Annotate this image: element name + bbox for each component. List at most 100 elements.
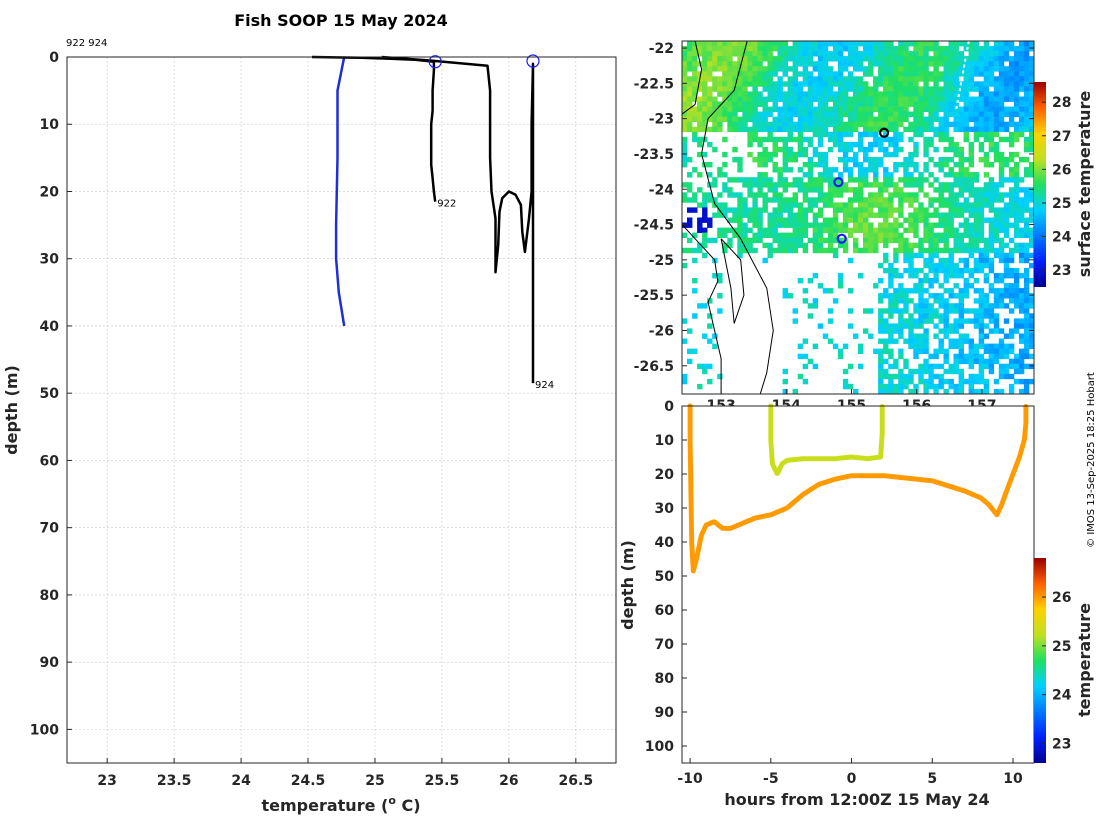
- sst-cell: [928, 111, 934, 117]
- sst-cell: [858, 182, 864, 188]
- sst-cell: [948, 172, 954, 178]
- sst-cell: [858, 273, 864, 279]
- sst-cell: [888, 313, 894, 319]
- sst-cell: [782, 101, 788, 107]
- sst-cell: [812, 41, 819, 47]
- sst-cell: [702, 232, 708, 238]
- sst-cell: [822, 177, 829, 183]
- sst-cell: [837, 192, 844, 198]
- sst-cell: [893, 61, 899, 67]
- sst-cell: [1029, 86, 1034, 92]
- sst-cell: [1018, 81, 1025, 87]
- sst-cell: [1008, 308, 1015, 314]
- sst-cell: [752, 41, 758, 47]
- sst-cell: [1018, 298, 1025, 304]
- sst-cell: [1008, 363, 1015, 370]
- sst-cell: [993, 247, 1000, 254]
- sst-cell: [1008, 66, 1015, 72]
- sst-cell: [923, 328, 929, 334]
- sst-cell: [1008, 267, 1015, 274]
- sst-cell: [968, 207, 974, 213]
- sst-cell: [737, 96, 743, 102]
- sst-cell: [898, 318, 904, 324]
- sst-cell: [898, 207, 904, 213]
- sst-cell: [873, 192, 879, 198]
- sst-cell: [847, 323, 854, 329]
- sst-cell: [832, 81, 839, 87]
- sst-cell: [973, 373, 980, 380]
- sst-cell: [797, 237, 804, 244]
- sst-cell: [817, 172, 824, 178]
- sst-cell: [963, 131, 969, 138]
- sst-cell: [717, 212, 723, 218]
- sst-cell: [943, 318, 949, 324]
- sst-cell: [717, 51, 723, 57]
- sst-cell: [923, 41, 929, 47]
- sst-cell: [717, 61, 723, 67]
- sst-cell: [983, 192, 990, 198]
- sst-cell: [837, 202, 844, 208]
- sst-cell: [908, 368, 914, 375]
- sst-cell: [817, 212, 824, 218]
- sst-cell: [832, 232, 839, 238]
- sst-cell: [1023, 51, 1030, 57]
- sst-cell: [732, 157, 738, 163]
- sst-cell: [993, 146, 1000, 153]
- sst-cell: [948, 323, 954, 329]
- sst-cell: [948, 338, 954, 344]
- sst-cell: [973, 111, 980, 117]
- sst-cell: [868, 41, 874, 47]
- sst-cell: [832, 192, 839, 198]
- sst-cell: [797, 121, 804, 128]
- sst-cell: [903, 373, 909, 380]
- sst-cell: [938, 378, 944, 385]
- sst-cell: [888, 333, 894, 339]
- sst-cell: [883, 212, 889, 218]
- sst-cell: [928, 202, 934, 208]
- sst-cell: [978, 157, 985, 163]
- sst-cell: [752, 106, 758, 112]
- sst-cell: [923, 358, 929, 365]
- sst-cell: [817, 111, 824, 117]
- sst-cell: [963, 177, 969, 183]
- sst-cell: [963, 182, 969, 188]
- sst-cell: [762, 257, 768, 264]
- sst-cell: [1029, 237, 1034, 244]
- sst-cell: [697, 363, 703, 370]
- sst-cell: [822, 61, 829, 67]
- sst-cell: [847, 217, 854, 223]
- sst-cell: [692, 96, 698, 102]
- sst-cell: [767, 96, 773, 102]
- sst-cell: [727, 242, 733, 249]
- sst-cell: [933, 363, 939, 370]
- sst-cell: [1008, 61, 1015, 67]
- sst-cell: [742, 177, 748, 183]
- sst-cell: [903, 41, 909, 47]
- sst-cell: [993, 303, 1000, 309]
- sst-cell: [1003, 333, 1010, 339]
- sst-cell: [1023, 217, 1030, 223]
- sst-cell: [993, 187, 1000, 193]
- sst-cell: [707, 222, 713, 228]
- sst-cell: [863, 56, 869, 62]
- sst-cell: [1013, 182, 1020, 188]
- sst-cell: [898, 76, 904, 82]
- sst-cell: [988, 121, 995, 128]
- sst-cell: [812, 151, 819, 158]
- sst-cell: [767, 81, 773, 87]
- sst-cell: [842, 242, 849, 249]
- sst-cell: [868, 116, 874, 122]
- sst-cell: [777, 222, 783, 228]
- sst-cell: [873, 177, 879, 183]
- sst-cell: [883, 207, 889, 213]
- sst-cell: [1003, 288, 1010, 294]
- sst-cell: [918, 96, 924, 102]
- sst-cell: [928, 383, 934, 390]
- sst-cell: [938, 71, 944, 77]
- sst-cell: [958, 111, 964, 117]
- sst-cell: [767, 56, 773, 62]
- sst-cell: [802, 116, 809, 122]
- sst-cell: [943, 212, 949, 218]
- sst-cell: [1008, 348, 1015, 354]
- sst-cell: [908, 333, 914, 339]
